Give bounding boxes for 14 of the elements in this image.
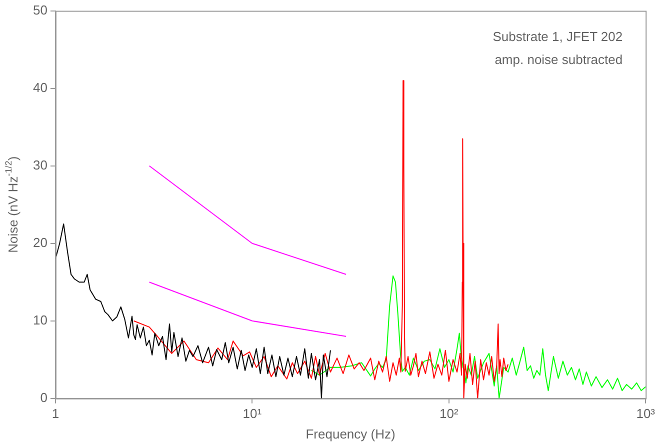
y-tick-label: 30 [32, 157, 48, 172]
x-tick-label: 1 [52, 406, 60, 421]
annotation: amp. noise subtracted [494, 52, 623, 67]
y-tick-label: 10 [32, 312, 48, 328]
x-axis-title: Frequency (Hz) [306, 426, 396, 442]
y-tick-label: 20 [32, 234, 48, 250]
y-tick-label: 40 [32, 80, 48, 95]
y-tick-label: 50 [32, 2, 48, 18]
annotation: Substrate 1, JFET 202 [492, 28, 623, 44]
x-tick-label: 10² [439, 406, 459, 421]
y-tick-label: 0 [40, 390, 48, 405]
y-axis-title: Noise (nV Hz-1/2) [3, 156, 21, 253]
x-tick-label: 10³ [636, 406, 656, 421]
x-tick-label: 10¹ [242, 406, 262, 421]
